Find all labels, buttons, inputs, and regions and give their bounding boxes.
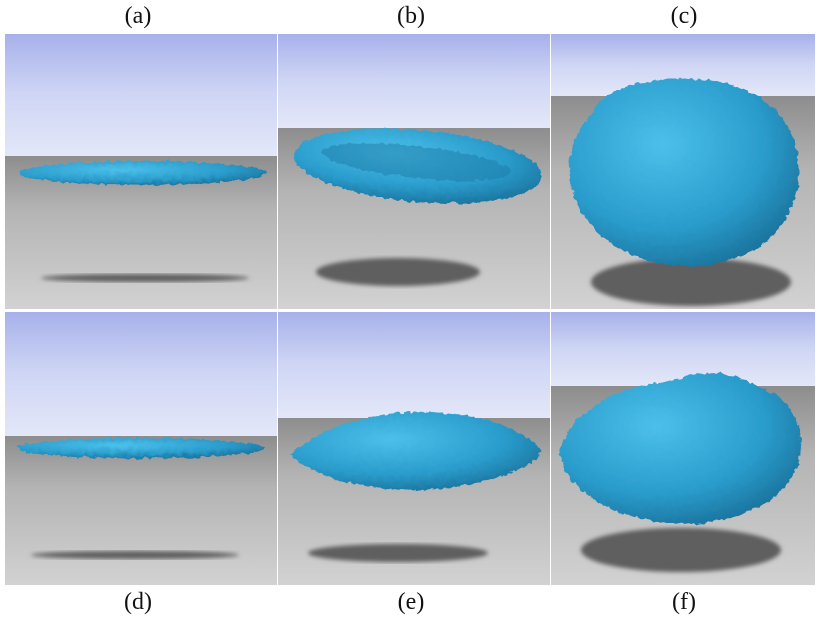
shadow [591, 258, 791, 306]
scene-f [551, 312, 815, 585]
panel-b [278, 34, 550, 309]
blue-object [290, 411, 542, 490]
blue-object [294, 128, 542, 204]
scene-b [278, 34, 550, 309]
blue-object [17, 438, 265, 458]
sky [5, 312, 277, 436]
panel-label-d: (d) [124, 589, 152, 615]
panel-label-a: (a) [124, 3, 152, 29]
sky [278, 312, 550, 418]
shadow [308, 544, 488, 562]
blue-object [560, 373, 802, 524]
shadow [581, 528, 781, 572]
shadow [31, 551, 239, 559]
panel-label-c: (c) [670, 3, 698, 29]
scene-e [278, 312, 550, 585]
panel-label-b: (b) [397, 3, 425, 29]
blue-object [19, 161, 267, 185]
shadow [41, 274, 249, 282]
sky [551, 312, 815, 386]
scene-d [5, 312, 277, 585]
panel-label-f: (f) [672, 589, 696, 615]
panel-c [551, 34, 815, 309]
panel-a [5, 34, 277, 309]
scene-a [5, 34, 277, 309]
sky [278, 34, 550, 128]
shadow [316, 258, 480, 286]
panel-e [278, 312, 550, 585]
blue-object [569, 78, 800, 267]
ground [5, 436, 277, 585]
scene-c [551, 34, 815, 309]
panel-d [5, 312, 277, 585]
sky [5, 34, 277, 156]
panel-f [551, 312, 815, 585]
panel-label-e: (e) [397, 589, 425, 615]
